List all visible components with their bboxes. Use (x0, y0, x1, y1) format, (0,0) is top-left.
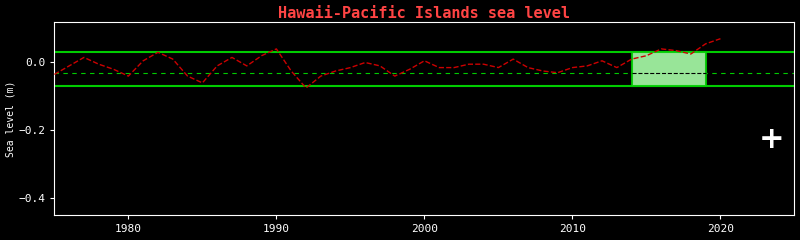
Bar (632, 52, 706, 86)
Text: +: + (759, 125, 785, 154)
Y-axis label: Sea level (m): Sea level (m) (6, 80, 15, 157)
Title: Hawaii-Pacific Islands sea level: Hawaii-Pacific Islands sea level (278, 6, 570, 21)
